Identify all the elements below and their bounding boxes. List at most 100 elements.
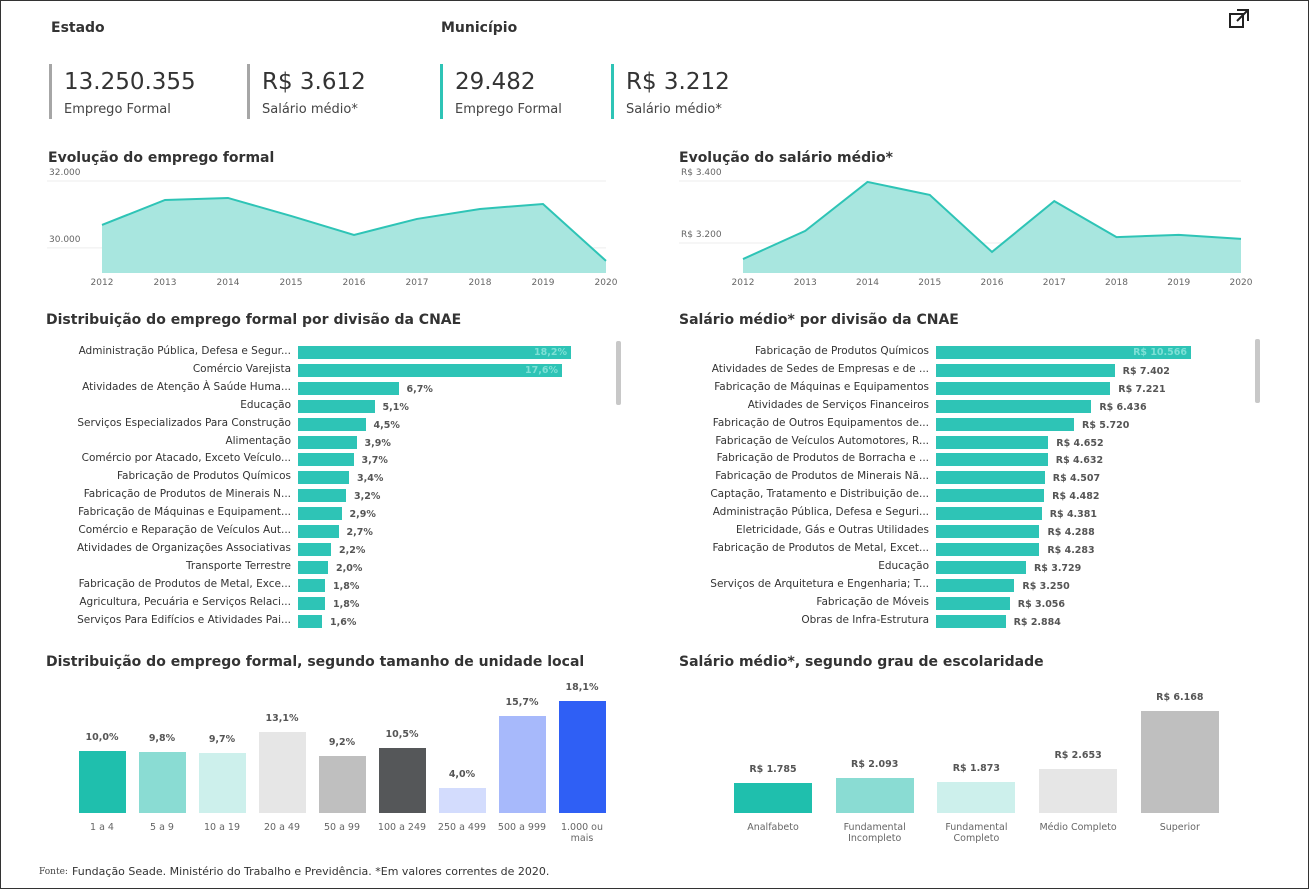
bar: [298, 596, 325, 610]
x-tick-label: 2020: [1229, 278, 1253, 288]
column: [78, 751, 126, 813]
category-label: Atividades de Atenção À Saúde Huma...: [82, 380, 291, 393]
column: [937, 782, 1016, 813]
value-label: R$ 4.507: [1052, 473, 1101, 485]
bar: [298, 614, 322, 628]
value-label: 18,1%: [565, 682, 599, 693]
bar: [298, 417, 366, 431]
value-label: 2,0%: [336, 562, 363, 574]
value-label: R$ 6.436: [1099, 401, 1147, 413]
value-label: 4,5%: [373, 419, 400, 431]
value-label: R$ 1.873: [952, 763, 1001, 775]
value-label: R$ 2.884: [1013, 616, 1061, 628]
bar: [936, 471, 1045, 485]
value-label: R$ 7.221: [1118, 383, 1166, 395]
column: [378, 748, 426, 813]
x-tick-label: 2015: [918, 278, 942, 288]
kpi-bar: [611, 64, 614, 119]
value-label: 10,0%: [85, 732, 119, 744]
category-label: Fabricação de Veículos Automotores, R...: [715, 434, 929, 447]
bar: [936, 578, 1015, 592]
category-label: Serviços de Arquitetura e Engenharia; T.…: [710, 577, 929, 590]
category-label: Serviços Para Edifícios e Atividades Pai…: [77, 613, 291, 626]
kpi-label: Emprego Formal: [64, 102, 171, 117]
value-label: R$ 6.168: [1156, 692, 1204, 703]
chart-title: Distribuição do emprego formal por divis…: [46, 312, 462, 328]
bar: [936, 363, 1115, 377]
category-label: Educação: [878, 559, 929, 572]
kpi-bar: [247, 64, 250, 119]
bar: [298, 399, 375, 413]
bar: [298, 507, 342, 521]
category-label: Comércio Varejista: [192, 362, 291, 375]
kpi-value: 13.250.355: [64, 69, 196, 95]
category-label: Transporte Terrestre: [186, 559, 291, 572]
x-tick-label: 2013: [793, 278, 817, 288]
external-link-icon[interactable]: [1229, 9, 1249, 28]
category-label: Fabricação de Móveis: [816, 595, 929, 608]
category-label: Fabricação de Produtos de Metal, Exce...: [78, 577, 291, 590]
bar: [298, 453, 354, 467]
category-label: Fabricação de Produtos Químicos: [116, 470, 291, 483]
x-tick-label: Médio Completo: [1039, 822, 1117, 833]
category-label: Fabricação de Produtos Químicos: [754, 345, 929, 357]
column: [498, 715, 546, 813]
y-tick-label: 30.000: [49, 234, 81, 245]
category-label: Comércio por Atacado, Exceto Veículo...: [81, 452, 291, 465]
category-label: Fabricação de Máquinas e Equipament...: [78, 506, 291, 519]
value-label: 1,8%: [333, 580, 360, 592]
value-label: R$ 10.566: [1133, 347, 1187, 358]
bar: [936, 489, 1045, 503]
y-tick-label: 32.000: [49, 168, 81, 178]
value-label: 4,0%: [448, 769, 476, 781]
category-label: Administração Pública, Defesa e Segur...: [78, 345, 291, 357]
bar: [298, 578, 325, 592]
value-label: 18,2%: [534, 347, 567, 358]
y-tick-label: R$ 3.400: [681, 168, 722, 178]
value-label: 9,2%: [328, 737, 356, 749]
value-label: 3,9%: [364, 437, 391, 449]
footer-label: Fonte:: [39, 867, 68, 877]
value-label: R$ 2.653: [1054, 750, 1102, 762]
value-label: 9,8%: [148, 733, 176, 745]
value-label: 6,7%: [406, 383, 433, 395]
x-tick-label: 2019: [1167, 278, 1191, 288]
value-label: R$ 1.785: [749, 764, 797, 776]
value-label: 3,2%: [354, 491, 381, 503]
value-label: R$ 3.056: [1017, 598, 1066, 610]
x-tick-label: 2014: [216, 278, 240, 288]
column: [438, 788, 486, 813]
x-tick-label: 2012: [731, 278, 755, 288]
category-label: Fabricação de Outros Equipamentos de...: [712, 416, 929, 429]
kpi-bar: [49, 64, 52, 119]
category-label: Educação: [240, 398, 291, 411]
value-label: R$ 3.729: [1033, 562, 1082, 574]
value-label: R$ 2.093: [851, 759, 899, 771]
category-label: Fabricação de Produtos de Minerais N...: [83, 488, 291, 501]
category-label: Atividades de Organizações Associativas: [77, 541, 291, 554]
scrollbar[interactable]: [1255, 339, 1260, 403]
category-label: Agricultura, Pecuária e Serviços Relaci.…: [79, 595, 291, 608]
value-label: R$ 4.632: [1055, 455, 1104, 467]
x-tick-label: 2018: [1105, 278, 1128, 288]
category-label: Fabricação de Máquinas e Equipamentos: [714, 380, 929, 393]
x-tick-label: 2020: [594, 278, 618, 288]
x-tick-label: Analfabeto: [747, 822, 799, 833]
bar: [936, 346, 1191, 359]
x-tick-label: 50 a 99: [323, 822, 361, 833]
category-label: Fabricação de Produtos de Minerais Nã...: [715, 470, 929, 483]
column: [1140, 711, 1219, 813]
chart-title: Salário médio* por divisão da CNAE: [679, 312, 959, 328]
footer-text: Fundação Seade. Ministério do Trabalho e…: [72, 865, 550, 878]
value-label: R$ 4.652: [1056, 437, 1104, 449]
column: [734, 783, 812, 813]
scrollbar[interactable]: [616, 341, 621, 405]
value-label: 2,7%: [346, 527, 373, 538]
category-label: Fabricação de Produtos de Borracha e ...: [716, 452, 929, 465]
bar: [936, 435, 1049, 449]
column: [258, 731, 306, 813]
kpi-value: 29.482: [455, 69, 536, 95]
area: [743, 181, 1241, 273]
x-tick-label: 2017: [405, 278, 429, 288]
section-label: Estado: [51, 20, 105, 36]
